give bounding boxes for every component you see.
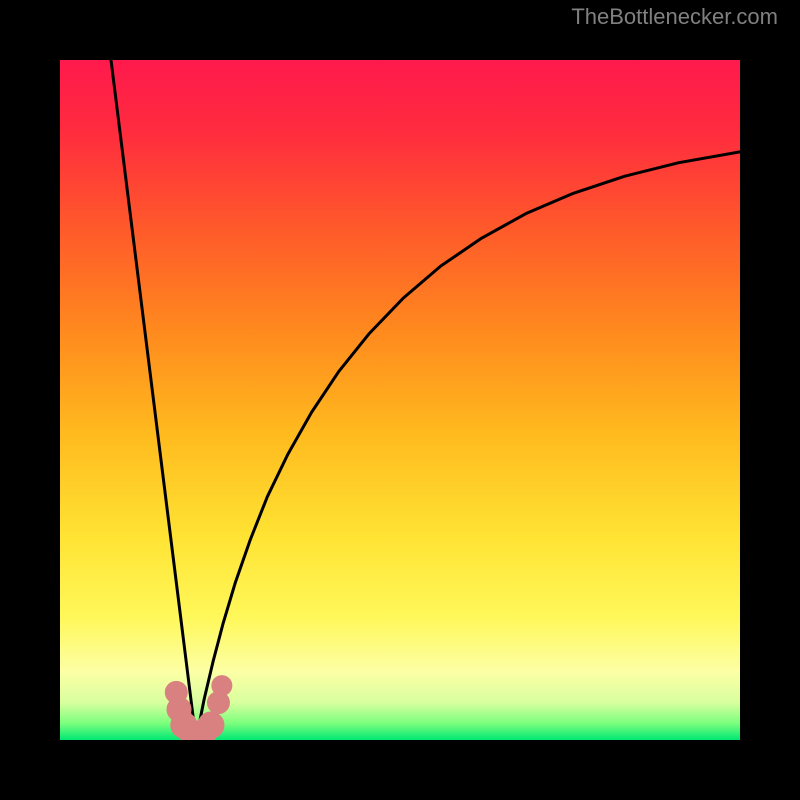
marker-dot: [212, 676, 232, 696]
gradient-background: [60, 60, 740, 740]
watermark-text: TheBottlenecker.com: [571, 4, 778, 30]
marker-dot: [198, 712, 224, 738]
bottleneck-chart: [60, 60, 740, 740]
chart-stage: TheBottlenecker.com: [0, 0, 800, 800]
